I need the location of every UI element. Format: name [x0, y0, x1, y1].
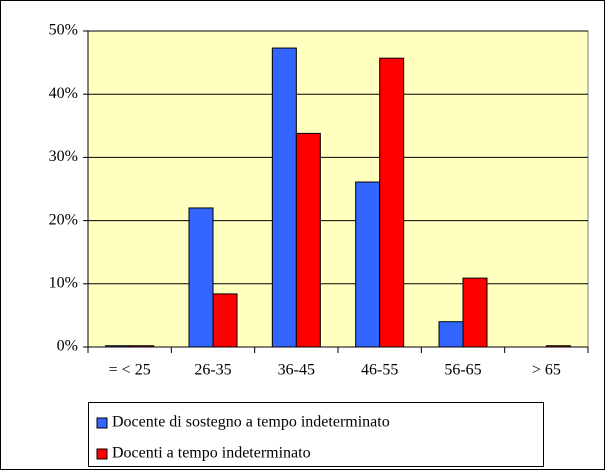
plot-area: [87, 30, 589, 348]
x-tick-label: > 65: [532, 362, 561, 379]
legend-label: Docente di sostegno a tempo indeterminat…: [112, 414, 390, 431]
bar: [295, 132, 321, 348]
bar: [188, 207, 214, 348]
legend-swatch: [96, 417, 108, 429]
bar: [212, 293, 238, 348]
y-tick-label: 50%: [49, 22, 78, 39]
legend-label: Docenti a tempo indeterminato: [112, 445, 311, 462]
bar: [355, 181, 381, 348]
x-tick-label: 36-45: [278, 362, 315, 379]
y-tick-label: 0%: [57, 338, 78, 355]
y-tick-label: 10%: [49, 274, 78, 291]
x-tick-label: 26-35: [194, 362, 231, 379]
legend-box: [88, 402, 544, 467]
bar: [438, 321, 464, 348]
bar: [379, 57, 405, 348]
y-tick-label: 20%: [49, 211, 78, 228]
x-tick-label: 56-65: [444, 362, 481, 379]
y-tick-label: 30%: [49, 148, 78, 165]
y-tick-label: 40%: [49, 85, 78, 102]
x-tick-label: 46-55: [361, 362, 398, 379]
legend-swatch: [96, 448, 108, 460]
bar: [462, 277, 488, 348]
x-tick-label: = < 25: [109, 362, 151, 379]
bar: [271, 47, 297, 348]
